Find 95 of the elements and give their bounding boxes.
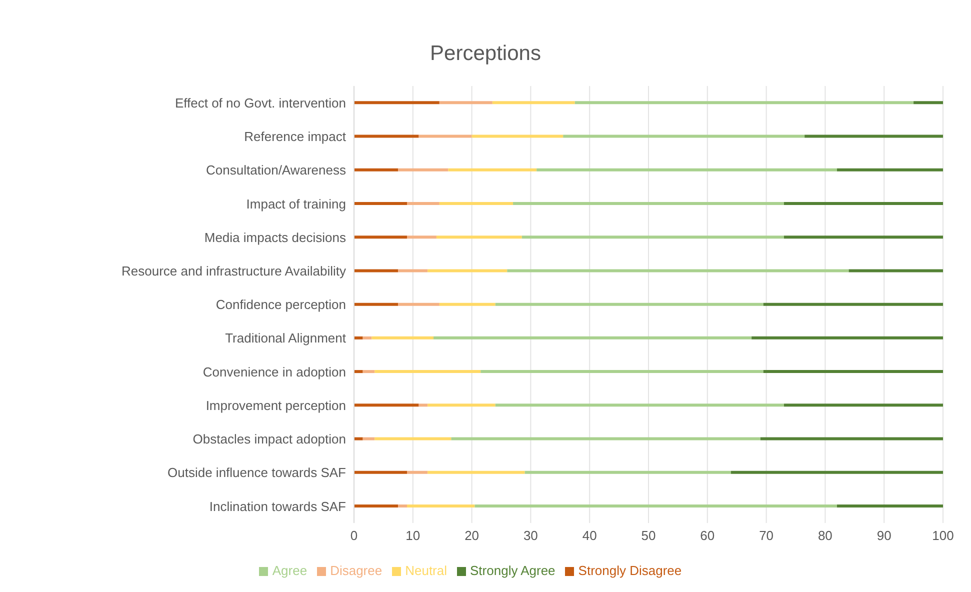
- bar: [804, 134, 943, 138]
- bar: [418, 404, 428, 407]
- bar: [730, 470, 943, 474]
- bar: [784, 202, 943, 205]
- bar: [354, 470, 408, 474]
- bar: [522, 236, 784, 239]
- y-tick-label: Obstacles impact adoption: [192, 432, 346, 447]
- y-tick-label: Convenience in adoption: [202, 364, 346, 380]
- y-tick-label: Media impacts decisions: [204, 230, 346, 245]
- y-tick-label: Resource and infrastructure Availability: [122, 264, 346, 278]
- bar: [398, 302, 440, 306]
- bar: [354, 336, 363, 340]
- bar: [354, 168, 398, 172]
- bar: [372, 336, 434, 340]
- bar: [492, 101, 575, 104]
- bar: [513, 202, 784, 205]
- legend-label: Disagree: [330, 563, 382, 578]
- bar: [428, 404, 496, 407]
- bar: [451, 437, 760, 440]
- y-tick-label: Consultation/Awareness: [206, 162, 346, 178]
- bar: [374, 437, 452, 440]
- bar: [448, 168, 537, 172]
- bar: [784, 236, 943, 239]
- x-tick-label: 70: [759, 528, 774, 544]
- bar: [439, 202, 514, 205]
- bar: [439, 302, 496, 306]
- bar: [354, 302, 398, 306]
- legend-label: Agree: [272, 563, 308, 578]
- bar: [428, 269, 508, 272]
- x-tick-label: 50: [641, 528, 656, 544]
- y-tick-label: Outside influence towards SAF: [168, 465, 346, 480]
- bar: [362, 336, 372, 340]
- bar: [836, 504, 943, 508]
- y-tick-label: Confidence perception: [216, 297, 346, 312]
- bar: [354, 370, 363, 374]
- y-tick-label: Effect of no Govt. intervention: [174, 95, 346, 110]
- bar: [354, 437, 363, 440]
- bar: [752, 336, 943, 340]
- bar: [428, 470, 525, 474]
- bar: [354, 202, 408, 205]
- y-tick-label: Reference impact: [244, 129, 346, 144]
- bar: [760, 437, 943, 440]
- bar: [480, 370, 764, 374]
- bar: [507, 269, 849, 272]
- bar: [407, 236, 436, 239]
- legend-label: Strongly Agree: [470, 563, 556, 578]
- bar: [398, 504, 408, 508]
- bar: [836, 168, 943, 172]
- bar: [354, 504, 398, 508]
- y-tick-label: Impact of training: [246, 196, 346, 212]
- bar: [439, 101, 492, 104]
- bar: [536, 168, 837, 172]
- bar: [763, 302, 943, 306]
- x-tick-label: 20: [464, 528, 480, 544]
- bar: [398, 168, 448, 172]
- y-tick-label: Traditional Alignment: [225, 330, 346, 346]
- bar: [354, 236, 408, 239]
- bar: [848, 269, 943, 272]
- bar: [914, 101, 943, 104]
- bar: [407, 202, 440, 205]
- bar: [784, 404, 943, 407]
- legend-label: Strongly Disagree: [578, 563, 682, 578]
- bar: [495, 302, 764, 306]
- x-tick-label: 30: [523, 528, 538, 544]
- bar: [362, 437, 375, 440]
- legend-label: Neutral: [405, 563, 448, 578]
- bar: [354, 269, 398, 272]
- bar: [574, 101, 914, 104]
- bar: [495, 404, 784, 407]
- bar: [354, 134, 419, 138]
- bar: [354, 101, 440, 104]
- x-tick-label: 90: [876, 528, 892, 544]
- bar: [474, 504, 837, 508]
- bar: [436, 236, 522, 239]
- chart-title: Perceptions: [429, 41, 542, 67]
- bar: [472, 134, 564, 138]
- bar: [362, 370, 375, 374]
- x-tick-label: 60: [700, 528, 715, 544]
- bar: [407, 470, 428, 474]
- x-tick-label: 100: [932, 528, 954, 544]
- bar: [418, 134, 472, 138]
- bar: [398, 269, 428, 272]
- y-tick-label: Inclination towards SAF: [209, 498, 346, 514]
- bar: [434, 336, 752, 340]
- bar: [407, 504, 475, 508]
- x-tick-label: 0: [350, 528, 358, 544]
- bar: [763, 370, 943, 374]
- x-tick-label: 40: [582, 528, 597, 544]
- bar: [524, 470, 731, 474]
- x-tick-label: 80: [818, 528, 832, 544]
- bar: [374, 370, 481, 374]
- y-tick-label: Improvement perception: [206, 398, 346, 413]
- bar: [563, 134, 805, 138]
- x-tick-label: 10: [406, 528, 420, 544]
- bar: [354, 404, 419, 407]
